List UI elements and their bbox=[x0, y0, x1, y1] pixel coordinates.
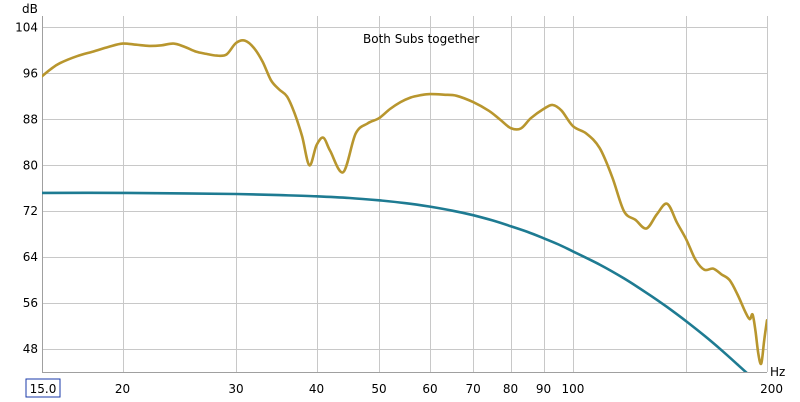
x-tick-label-70: 70 bbox=[466, 382, 481, 396]
x-tick-label-80: 80 bbox=[503, 382, 518, 396]
y-tick-label-80: 80 bbox=[23, 158, 38, 172]
x-tick-label-15.0: 15.0 bbox=[30, 382, 57, 396]
y-tick-label-72: 72 bbox=[23, 204, 38, 218]
x-axis-start-box bbox=[25, 378, 61, 398]
series-lines bbox=[42, 39, 767, 372]
y-tick-label-48: 48 bbox=[23, 342, 38, 356]
x-tick-label-200: 200 bbox=[760, 382, 783, 396]
y-tick-label-88: 88 bbox=[23, 112, 38, 126]
grid-lines bbox=[42, 16, 768, 372]
x-tick-label-50: 50 bbox=[371, 382, 386, 396]
y-tick-label-96: 96 bbox=[23, 66, 38, 80]
x-axis-unit-label: Hz bbox=[770, 365, 785, 379]
x-tick-label-100: 100 bbox=[562, 382, 585, 396]
x-tick-label-30: 30 bbox=[228, 382, 243, 396]
x-tick-label-40: 40 bbox=[309, 382, 324, 396]
chart-title: Both Subs together bbox=[363, 32, 479, 46]
series-line-2 bbox=[42, 191, 748, 372]
x-tick-label-60: 60 bbox=[422, 382, 437, 396]
x-tick-label-20: 20 bbox=[115, 382, 130, 396]
y-tick-label-56: 56 bbox=[23, 296, 38, 310]
tick-labels: 48 56 64 72 80 88 96 104 15.0 20 30 40 50 60 70 80 90 100… bbox=[15, 20, 783, 398]
x-tick-label-90: 90 bbox=[536, 382, 551, 396]
series-line-1 bbox=[42, 39, 767, 366]
y-tick-label-64: 64 bbox=[23, 250, 38, 264]
y-axis-unit-label: dB bbox=[22, 2, 38, 16]
y-tick-label-104: 104 bbox=[15, 20, 38, 34]
